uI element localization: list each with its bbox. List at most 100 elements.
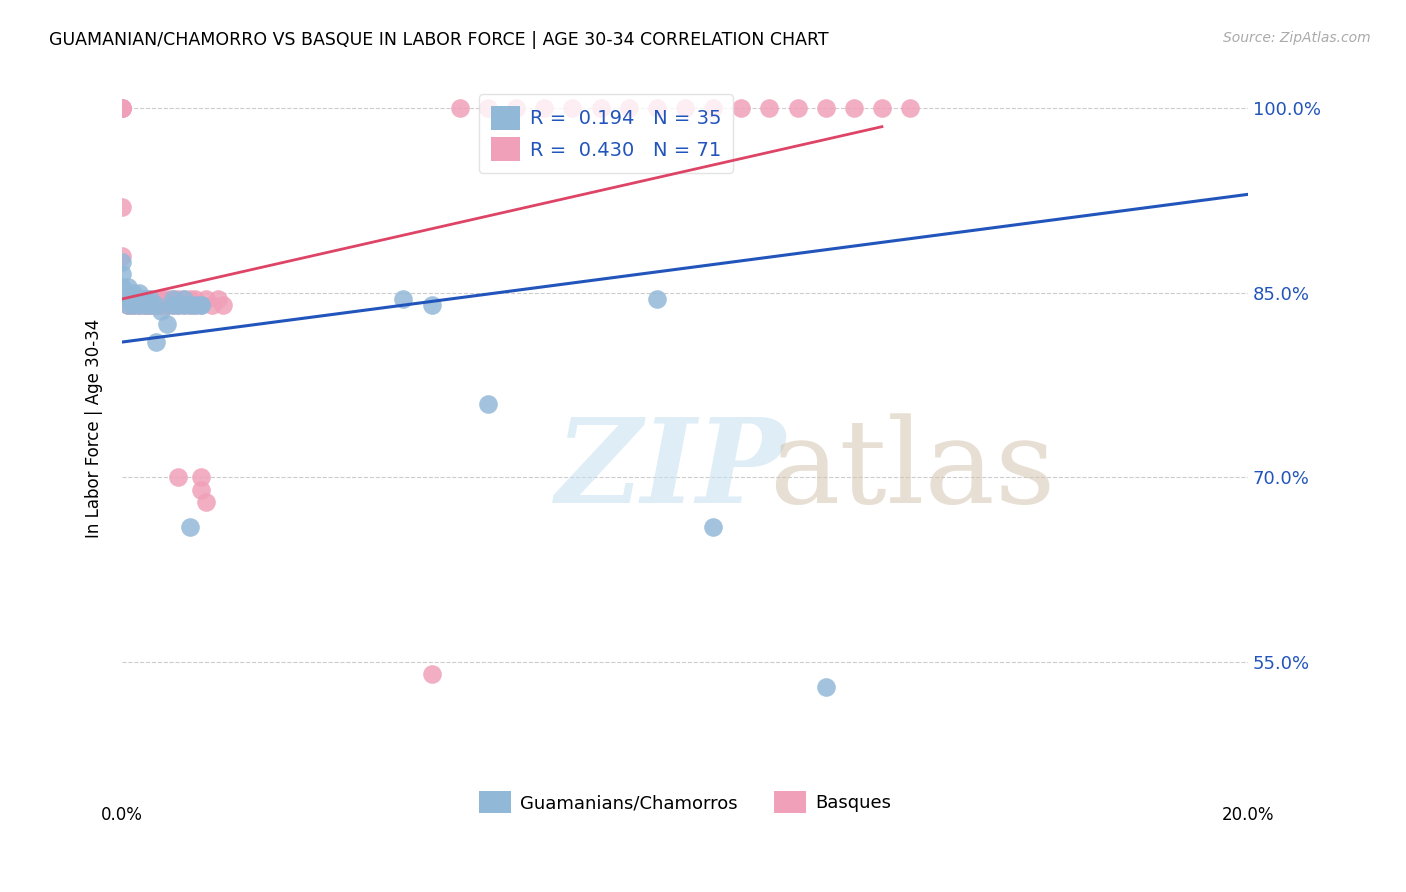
Point — [156, 317, 179, 331]
Point — [156, 292, 179, 306]
Point — [190, 483, 212, 497]
Point — [730, 101, 752, 115]
Point — [117, 279, 139, 293]
Point — [195, 292, 218, 306]
Point — [645, 101, 668, 115]
Point — [179, 292, 201, 306]
Y-axis label: In Labor Force | Age 30-34: In Labor Force | Age 30-34 — [86, 318, 103, 538]
Legend: Guamanians/Chamorros, Basques: Guamanians/Chamorros, Basques — [471, 784, 898, 821]
Point — [128, 298, 150, 312]
Point — [758, 101, 780, 115]
Point — [111, 255, 134, 269]
Point — [117, 292, 139, 306]
Point — [122, 292, 145, 306]
Point — [673, 101, 696, 115]
Point — [111, 292, 134, 306]
Point — [145, 292, 167, 306]
Point — [477, 396, 499, 410]
Point — [111, 249, 134, 263]
Point — [561, 101, 583, 115]
Point — [122, 285, 145, 300]
Point — [842, 101, 865, 115]
Point — [179, 519, 201, 533]
Point — [117, 298, 139, 312]
Point — [145, 298, 167, 312]
Point — [477, 101, 499, 115]
Point — [111, 101, 134, 115]
Point — [195, 495, 218, 509]
Point — [139, 298, 162, 312]
Point — [420, 298, 443, 312]
Point — [179, 298, 201, 312]
Point — [111, 200, 134, 214]
Text: 20.0%: 20.0% — [1222, 806, 1274, 824]
Point — [111, 101, 134, 115]
Point — [617, 101, 640, 115]
Point — [505, 101, 527, 115]
Point — [128, 285, 150, 300]
Point — [156, 298, 179, 312]
Point — [167, 298, 190, 312]
Point — [117, 298, 139, 312]
Point — [117, 292, 139, 306]
Point — [128, 292, 150, 306]
Point — [111, 101, 134, 115]
Point — [162, 292, 184, 306]
Point — [134, 292, 156, 306]
Point — [162, 298, 184, 312]
Point — [184, 298, 207, 312]
Point — [392, 292, 415, 306]
Point — [150, 298, 173, 312]
Point — [173, 298, 195, 312]
Point — [212, 298, 235, 312]
Point — [150, 292, 173, 306]
Point — [128, 292, 150, 306]
Point — [111, 268, 134, 282]
Point — [134, 292, 156, 306]
Point — [111, 101, 134, 115]
Point — [128, 298, 150, 312]
Text: Source: ZipAtlas.com: Source: ZipAtlas.com — [1223, 31, 1371, 45]
Point — [645, 292, 668, 306]
Text: GUAMANIAN/CHAMORRO VS BASQUE IN LABOR FORCE | AGE 30-34 CORRELATION CHART: GUAMANIAN/CHAMORRO VS BASQUE IN LABOR FO… — [49, 31, 828, 49]
Point — [145, 298, 167, 312]
Point — [173, 292, 195, 306]
Point — [150, 298, 173, 312]
Point — [207, 292, 229, 306]
Point — [139, 298, 162, 312]
Point — [173, 292, 195, 306]
Point — [134, 298, 156, 312]
Point — [201, 298, 224, 312]
Point — [167, 298, 190, 312]
Point — [162, 292, 184, 306]
Point — [167, 470, 190, 484]
Point — [139, 292, 162, 306]
Point — [702, 519, 724, 533]
Point — [139, 298, 162, 312]
Point — [117, 298, 139, 312]
Point — [111, 279, 134, 293]
Point — [128, 298, 150, 312]
Point — [122, 298, 145, 312]
Point — [814, 101, 837, 115]
Point — [190, 298, 212, 312]
Point — [589, 101, 612, 115]
Point — [134, 292, 156, 306]
Point — [134, 298, 156, 312]
Point — [117, 292, 139, 306]
Point — [190, 298, 212, 312]
Point — [122, 298, 145, 312]
Point — [786, 101, 808, 115]
Point — [179, 298, 201, 312]
Point — [184, 292, 207, 306]
Point — [814, 680, 837, 694]
Point — [870, 101, 893, 115]
Point — [122, 292, 145, 306]
Point — [184, 298, 207, 312]
Point — [145, 298, 167, 312]
Point — [449, 101, 471, 115]
Point — [702, 101, 724, 115]
Point — [173, 298, 195, 312]
Point — [134, 298, 156, 312]
Text: ZIP: ZIP — [555, 413, 786, 528]
